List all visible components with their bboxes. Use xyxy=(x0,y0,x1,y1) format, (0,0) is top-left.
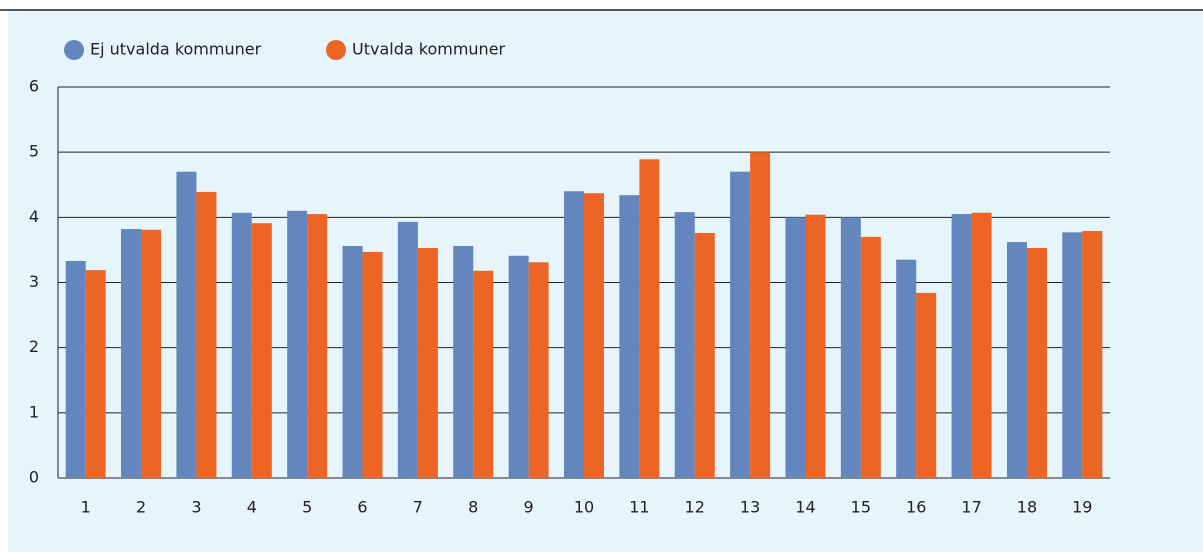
x-tick-label: 8 xyxy=(468,498,478,517)
x-tick-label: 15 xyxy=(851,498,871,517)
bar xyxy=(141,229,162,478)
bar xyxy=(674,212,695,478)
x-tick-label: 4 xyxy=(247,498,257,517)
y-tick-label: 5 xyxy=(29,142,39,161)
bar xyxy=(85,270,106,478)
bar xyxy=(508,255,529,478)
bar xyxy=(619,195,640,478)
bar xyxy=(1062,232,1083,478)
bar xyxy=(1006,242,1027,478)
y-tick-label: 3 xyxy=(29,272,39,291)
bar xyxy=(121,229,142,478)
bar xyxy=(785,217,806,479)
legend-marker xyxy=(64,40,84,60)
x-tick-label: 7 xyxy=(413,498,423,517)
y-tick-label: 6 xyxy=(29,77,39,96)
x-tick-label: 6 xyxy=(357,498,367,517)
x-tick-label: 2 xyxy=(136,498,146,517)
x-tick-label: 3 xyxy=(191,498,201,517)
bar xyxy=(896,259,917,478)
bar xyxy=(176,171,197,478)
legend-label: Ej utvalda kommuner xyxy=(90,40,262,59)
x-tick-label: 9 xyxy=(524,498,534,517)
bar xyxy=(473,270,494,478)
legend-label: Utvalda kommuner xyxy=(352,40,506,59)
x-tick-label: 13 xyxy=(740,498,760,517)
bar xyxy=(564,191,584,478)
x-tick-label: 14 xyxy=(795,498,815,517)
bar xyxy=(584,193,604,478)
bar xyxy=(730,171,751,478)
bar xyxy=(231,212,252,478)
bar xyxy=(750,152,771,478)
bar xyxy=(951,214,972,478)
bar xyxy=(417,247,438,478)
bar xyxy=(860,236,881,478)
bar xyxy=(196,191,217,478)
x-tick-label: 5 xyxy=(302,498,312,517)
bar xyxy=(805,214,826,478)
y-tick-label: 4 xyxy=(29,207,39,226)
bar xyxy=(840,217,861,479)
bar xyxy=(1026,247,1047,478)
bar xyxy=(65,260,86,478)
x-tick-label: 17 xyxy=(961,498,981,517)
y-tick-label: 0 xyxy=(29,468,39,487)
bar xyxy=(307,214,328,478)
x-tick-label: 19 xyxy=(1072,498,1092,517)
legend-marker xyxy=(326,40,346,60)
x-tick-label: 12 xyxy=(685,498,705,517)
bar xyxy=(1082,231,1103,478)
bar xyxy=(397,221,418,478)
bar xyxy=(453,246,474,478)
x-tick-label: 10 xyxy=(574,498,594,517)
x-tick-label: 11 xyxy=(629,498,649,517)
y-tick-label: 2 xyxy=(29,337,39,356)
bar xyxy=(639,159,660,478)
x-tick-label: 1 xyxy=(81,498,91,517)
bar xyxy=(916,292,937,478)
bar xyxy=(971,212,992,478)
x-tick-label: 18 xyxy=(1017,498,1037,517)
bar xyxy=(694,232,715,478)
bar xyxy=(528,262,549,478)
bar xyxy=(362,251,383,478)
x-tick-label: 16 xyxy=(906,498,926,517)
bar xyxy=(342,246,363,478)
bar xyxy=(287,210,308,479)
bar xyxy=(251,223,272,478)
y-tick-label: 1 xyxy=(29,402,39,421)
